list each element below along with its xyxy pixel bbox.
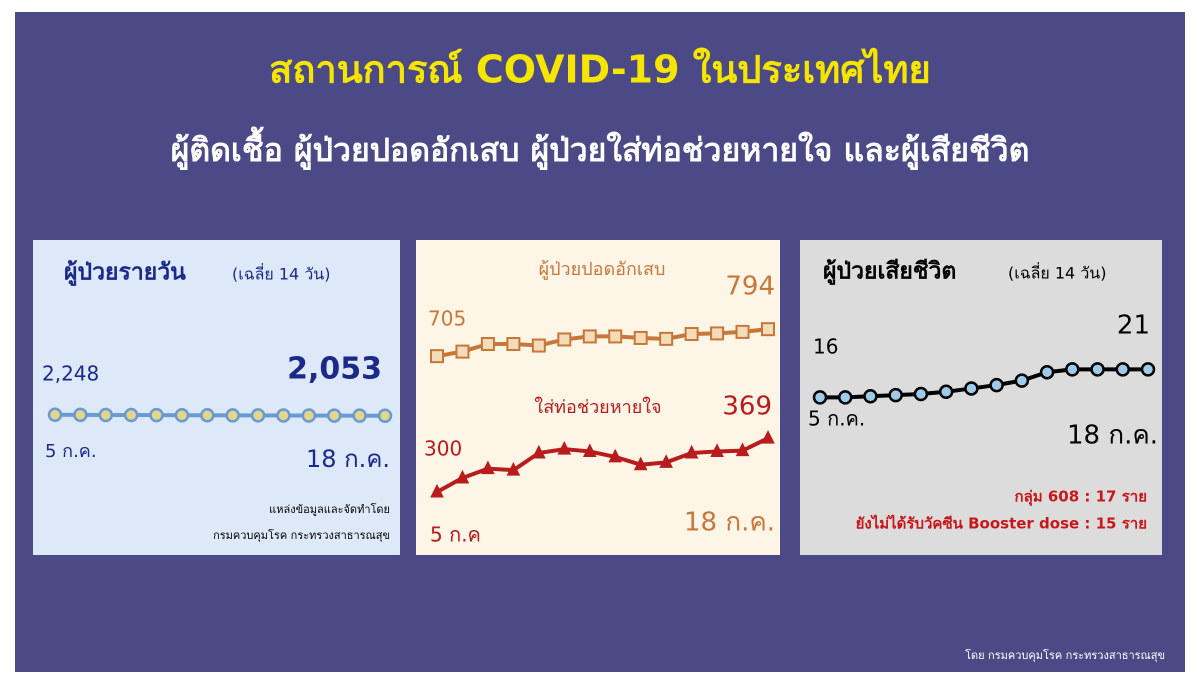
data-marker (582, 329, 597, 344)
title: สถานการณ์ COVID-19 ในประเทศไทย (269, 48, 931, 92)
data-marker (1090, 362, 1105, 377)
data-marker (174, 408, 190, 423)
panel-title: ผู้ป่วยรายวัน (64, 260, 186, 287)
x-tick-label: 5 ก.ค. (45, 441, 97, 462)
data-marker (812, 390, 828, 405)
data-label: 2,053 (287, 352, 382, 387)
x-tick-label: 5 ก.ค. (808, 407, 865, 431)
data-marker (989, 377, 1004, 393)
data-label: 300 (424, 437, 462, 461)
data-marker (888, 387, 903, 403)
data-marker (964, 381, 979, 396)
series-name: ใส่ท่อช่วยหายใจ (534, 396, 661, 418)
x-tick-label: 18 ก.ค. (1067, 421, 1158, 451)
note: ยังไม่ได้รับวัคซีน Booster dose : 15 ราย (856, 514, 1147, 533)
data-marker (710, 326, 725, 341)
data-label: 369 (722, 392, 772, 422)
data-marker (430, 483, 444, 498)
data-marker (761, 430, 775, 444)
data-marker (557, 332, 572, 347)
series-name: ผู้ป่วยปอดอักเสบ (539, 259, 666, 280)
data-marker (301, 408, 317, 423)
panel (416, 240, 780, 555)
panel-subtitle: (เฉลี่ย 14 วัน) (232, 263, 330, 284)
data-label: 2,248 (42, 362, 99, 386)
data-marker (735, 324, 750, 339)
footer: โดย กรมควบคุมโรค กระทรวงสาธารณสุข (965, 648, 1165, 662)
data-marker (837, 390, 853, 405)
data-marker (938, 384, 954, 400)
data-marker (455, 344, 470, 359)
data-marker (506, 462, 521, 476)
data-marker (47, 407, 63, 423)
data-marker (1115, 362, 1131, 377)
data-marker (633, 330, 648, 345)
data-marker (123, 407, 139, 423)
panel (33, 240, 400, 555)
data-marker (532, 444, 546, 459)
subtitle: ผู้ติดเชื้อ ผู้ป่วยปอดอักเสบ ผู้ป่วยใส่ท… (171, 126, 1030, 171)
data-label: 794 (725, 272, 775, 302)
data-marker (1140, 362, 1156, 377)
panel-title: ผู้ป่วยเสียชีวิต (823, 259, 956, 286)
data-marker (1014, 373, 1030, 388)
data-label: 16 (813, 335, 838, 359)
data-marker (276, 408, 291, 423)
series-line (436, 436, 769, 494)
data-marker (608, 329, 623, 344)
data-marker (1065, 362, 1080, 377)
data-marker (761, 322, 775, 337)
data-marker (659, 331, 674, 346)
data-marker (326, 408, 342, 423)
data-marker (352, 408, 367, 423)
data-marker (250, 408, 266, 423)
data-marker (200, 408, 215, 423)
data-marker (506, 337, 521, 352)
data-marker (531, 338, 546, 353)
data-marker (149, 407, 164, 423)
data-marker (481, 460, 495, 475)
data-marker (582, 443, 597, 457)
data-marker (735, 442, 750, 457)
data-marker (98, 407, 114, 423)
data-marker (1039, 364, 1055, 380)
data-marker (659, 454, 673, 468)
note: กลุ่ม 608 : 17 ราย (1014, 488, 1147, 507)
data-marker (455, 469, 470, 484)
data-marker (557, 440, 572, 455)
data-marker (710, 443, 724, 457)
note: กรมควบคุมโรค กระทรวงสาธารณสุข (213, 528, 390, 542)
note: แหล่งข้อมูลและจัดทำโดย (269, 502, 390, 516)
data-marker (913, 386, 929, 402)
data-marker (863, 389, 878, 404)
x-tick-label: 18 ก.ค. (684, 508, 775, 538)
data-label: 21 (1117, 311, 1150, 341)
data-marker (633, 456, 648, 471)
x-tick-label: 18 ก.ค. (306, 445, 390, 473)
data-label: 705 (428, 307, 466, 331)
data-marker (430, 349, 444, 364)
data-marker (225, 408, 240, 423)
x-tick-label: 5 ก.ค (430, 523, 481, 547)
data-marker (684, 444, 699, 459)
panel-subtitle: (เฉลี่ย 14 วัน) (1008, 262, 1106, 283)
data-marker (608, 448, 623, 463)
data-marker (73, 407, 88, 423)
data-marker (480, 337, 495, 352)
data-marker (377, 408, 393, 423)
data-marker (684, 327, 699, 342)
